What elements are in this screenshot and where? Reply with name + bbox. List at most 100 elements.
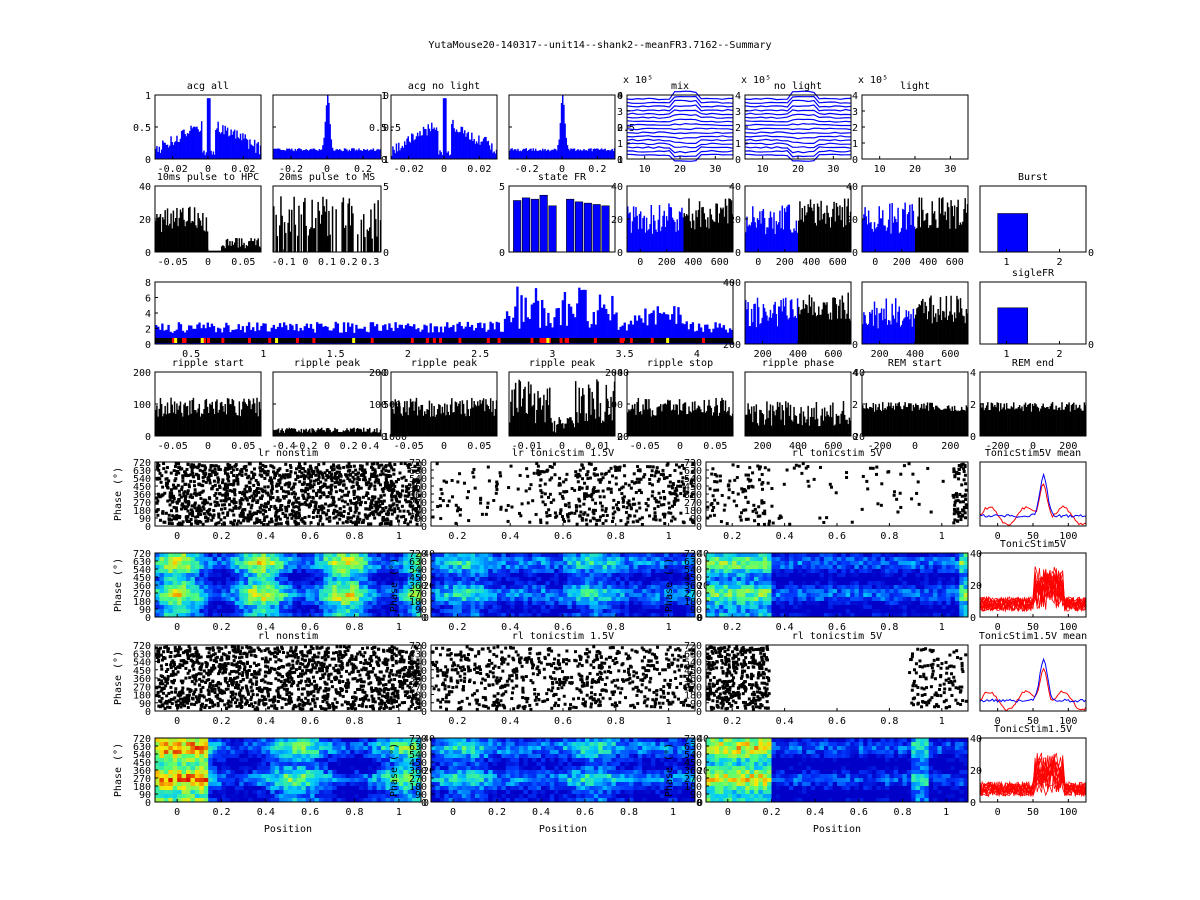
y-tick-label: 2	[852, 400, 858, 411]
spike-point	[335, 465, 339, 469]
spike-point	[952, 467, 956, 471]
bar	[1001, 409, 1003, 436]
waveform-line	[626, 127, 734, 131]
x-tick-label: 0	[559, 164, 565, 175]
spike-point	[545, 514, 549, 518]
spike-point	[179, 495, 183, 499]
bar	[787, 319, 789, 344]
spike-point	[278, 517, 282, 521]
bar	[918, 304, 921, 344]
bar	[163, 142, 165, 159]
bar	[896, 406, 898, 436]
bar	[161, 323, 164, 344]
bar	[431, 122, 433, 159]
x-tick-label: 600	[829, 257, 847, 268]
spike-point	[261, 463, 265, 467]
spike-point	[316, 511, 320, 515]
bar	[621, 325, 624, 344]
spike-point	[228, 508, 232, 512]
x-tick-label: 0.8	[607, 531, 625, 542]
bar	[939, 409, 942, 436]
bar	[509, 422, 511, 436]
bar	[722, 325, 726, 344]
bar	[765, 419, 767, 436]
heat-cell	[163, 581, 169, 586]
bar	[354, 150, 357, 159]
spike-point	[253, 490, 257, 494]
bar	[573, 427, 576, 436]
bar	[157, 326, 160, 344]
x-tick-label: 3.5	[616, 349, 634, 360]
heat-cell	[203, 601, 209, 606]
spike-point	[362, 471, 366, 475]
bar	[357, 427, 359, 436]
bar	[544, 422, 546, 436]
bar	[932, 304, 935, 344]
bar	[323, 430, 325, 436]
spike-point	[281, 512, 285, 516]
bar	[878, 206, 880, 252]
bar	[487, 405, 490, 436]
bar	[521, 398, 524, 436]
spike-point	[238, 490, 242, 494]
bar	[829, 227, 832, 252]
bar	[583, 394, 585, 436]
heat-cell	[172, 613, 178, 618]
y-tick-label: 0	[383, 248, 389, 259]
spike-point	[740, 511, 744, 515]
bar	[418, 136, 420, 159]
bar	[305, 428, 307, 436]
bar	[416, 415, 419, 436]
spike-point	[381, 467, 385, 471]
x-tick-label: 0.05	[231, 441, 255, 452]
bar	[526, 150, 529, 159]
spike-point	[397, 500, 401, 504]
spike-point	[309, 467, 313, 471]
spike-point	[614, 468, 618, 472]
bar	[1034, 403, 1036, 436]
heat-cell	[230, 557, 236, 562]
x-tick-label: -0.05	[630, 441, 660, 452]
bar	[998, 411, 1001, 436]
bar	[923, 221, 925, 252]
heat-cell	[230, 581, 236, 586]
spike-point	[306, 496, 310, 500]
bar	[789, 300, 792, 344]
spike-point	[244, 464, 248, 468]
bar	[351, 428, 353, 436]
heat-cell	[248, 585, 253, 590]
plot-frame-single-fr	[979, 281, 1087, 345]
bar	[224, 404, 226, 436]
spike-point	[667, 484, 671, 488]
spike-point	[184, 515, 188, 519]
spike-point	[275, 498, 279, 502]
spike-point	[413, 465, 417, 469]
spike-point	[288, 475, 292, 479]
bar	[299, 148, 301, 159]
spike-point	[760, 482, 764, 486]
bar	[990, 402, 993, 436]
bar	[931, 402, 933, 436]
spike-point	[390, 498, 394, 502]
bar	[572, 148, 575, 159]
heat-cell	[243, 601, 249, 606]
spike-point	[540, 491, 544, 495]
bar	[528, 319, 531, 344]
spike-point	[278, 481, 282, 485]
bar	[828, 416, 831, 436]
bar	[494, 153, 497, 159]
spike-point	[586, 470, 590, 474]
spike-point	[254, 478, 258, 482]
spike-point	[242, 518, 246, 522]
spike-point	[201, 522, 205, 526]
spike-point	[303, 462, 307, 466]
spike-point	[374, 478, 378, 482]
heat-cell	[163, 605, 169, 610]
spike-point	[169, 488, 173, 492]
bar	[801, 208, 804, 252]
bar	[830, 216, 833, 252]
spike-point	[958, 511, 962, 515]
bar	[964, 410, 966, 436]
bar	[282, 149, 285, 159]
